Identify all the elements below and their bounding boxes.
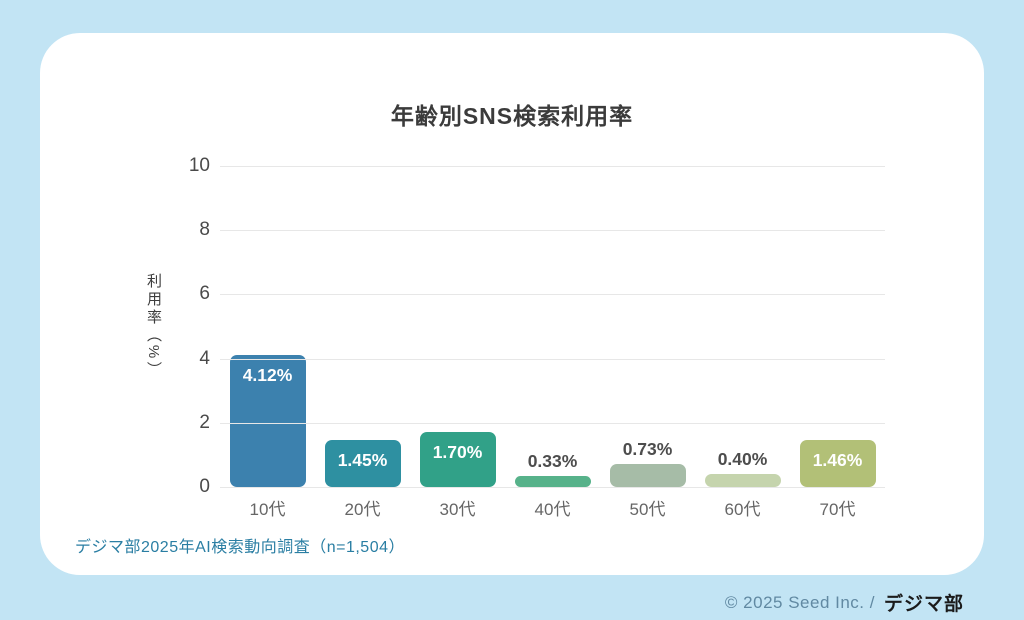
bar-slot: 0.33% 40代 (505, 166, 600, 519)
copyright-text: © 2025 Seed Inc. / (724, 592, 875, 612)
gridline (220, 230, 885, 232)
y-tick-label: 6 (199, 283, 210, 305)
x-tick-label: 10代 (249, 500, 286, 519)
bar-value-label: 1.45% (337, 450, 388, 471)
bar-value-label: 0.73% (622, 438, 673, 459)
y-tick-label: 0 (199, 476, 210, 497)
bar (419, 432, 496, 487)
plot-area: 4.12% 10代 1.45% 20代 1.70% 30代 0.33% 40代 0.73% 50代… (220, 166, 885, 519)
bar-value-label: 1.70% (432, 442, 483, 463)
x-tick-label: 60代 (724, 500, 761, 519)
bar (229, 354, 306, 487)
chart-card: 年齢別SNS検索利用率 利用率（%） 0 2 4 6 8 10 4.12% 10代 1.45%… (40, 33, 984, 575)
chart-title: 年齢別SNS検索利用率 (390, 103, 634, 129)
bar-slots: 4.12% 10代 1.45% 20代 1.70% 30代 0.33% 40代 0.73% 50代… (220, 166, 885, 519)
bar-value-label: 0.40% (717, 449, 768, 470)
x-tick-label: 40代 (534, 500, 571, 519)
y-axis-label: 利用率（%） (145, 272, 162, 380)
bar-slot: 1.45% 20代 (315, 166, 410, 519)
bar-value-label: 1.46% (812, 450, 863, 471)
y-tick-label: 4 (199, 347, 210, 369)
bar (799, 440, 876, 487)
x-tick-label: 50代 (629, 500, 666, 519)
footer-copyright: © 2025 Seed Inc. / デジマ部 (725, 589, 964, 616)
dejima-bu-logo: デジマ部 (883, 594, 964, 615)
gridline (220, 487, 885, 488)
bar (324, 440, 401, 487)
y-tick-label: 10 (188, 155, 210, 176)
bar-slot: 1.70% 30代 (410, 166, 505, 519)
y-tick-label: 8 (199, 219, 210, 241)
gridline (220, 166, 885, 167)
bar (704, 474, 781, 487)
source-note: デジマ部2025年AI検索動向調査（n=1,504） (75, 539, 405, 556)
gridline (220, 422, 885, 424)
x-tick-label: 70代 (819, 500, 856, 519)
bar-value-label: 4.12% (242, 364, 293, 385)
bar (609, 463, 686, 487)
y-axis-ticks: 0 2 4 6 8 10 (170, 155, 210, 497)
bar-slot: 4.12% 10代 (220, 166, 315, 519)
bar (514, 476, 591, 487)
bar-slot: 1.46% 70代 (790, 166, 885, 519)
bar-slot: 0.73% 50代 (600, 166, 695, 519)
x-tick-label: 30代 (439, 500, 476, 519)
x-tick-label: 20代 (344, 500, 381, 519)
bar-value-label: 0.33% (527, 451, 578, 472)
bar-slot: 0.40% 60代 (695, 166, 790, 519)
gridline (220, 358, 885, 360)
y-tick-label: 2 (199, 411, 210, 433)
gridline (220, 294, 885, 296)
